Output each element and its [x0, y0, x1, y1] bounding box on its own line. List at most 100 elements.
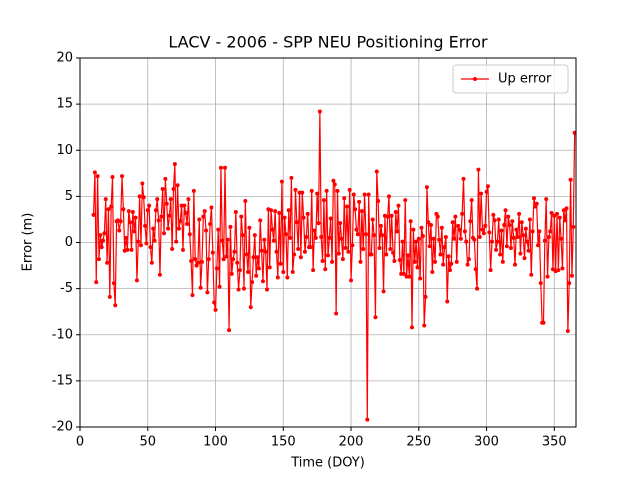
series-marker — [531, 196, 536, 201]
series-marker — [545, 274, 550, 279]
series-marker — [201, 214, 206, 219]
series-marker — [132, 229, 137, 234]
series-marker — [407, 274, 412, 279]
series-marker — [518, 251, 523, 256]
series-marker — [525, 239, 530, 244]
series-marker — [523, 226, 528, 231]
series-marker — [315, 191, 320, 196]
series-marker — [488, 268, 493, 273]
series-marker — [212, 300, 217, 305]
series-marker — [251, 255, 256, 260]
plot — [91, 109, 577, 422]
series-marker — [228, 224, 233, 229]
y-tick-label: -20 — [52, 420, 73, 435]
series-marker — [163, 176, 168, 181]
series-marker — [182, 203, 187, 208]
series-marker — [152, 238, 157, 243]
series-marker — [157, 272, 162, 277]
series-marker — [225, 237, 230, 242]
series-marker — [244, 252, 249, 257]
series-marker — [393, 210, 398, 215]
series-marker — [546, 234, 551, 239]
x-tick-label: 250 — [406, 435, 431, 450]
series-marker — [254, 273, 259, 278]
series-marker — [431, 236, 436, 241]
series-marker — [494, 247, 499, 252]
series-marker — [309, 188, 314, 193]
series-marker — [555, 211, 560, 216]
series-marker — [483, 223, 488, 228]
series-marker — [347, 187, 352, 192]
series-marker — [159, 214, 164, 219]
series-marker — [289, 175, 294, 180]
series-marker — [411, 227, 416, 232]
series-marker — [216, 227, 221, 232]
series-marker — [419, 225, 424, 230]
x-tick-label: 50 — [139, 435, 156, 450]
series-marker — [405, 253, 410, 258]
series-marker — [304, 234, 309, 239]
series-marker — [312, 228, 317, 233]
series-marker — [541, 320, 546, 325]
series-marker — [221, 257, 226, 262]
series-marker — [330, 259, 335, 264]
series-marker — [439, 225, 444, 230]
series-marker — [385, 214, 390, 219]
series-marker — [223, 165, 228, 170]
series-marker — [430, 270, 435, 275]
series-marker — [504, 244, 509, 249]
series-marker — [105, 260, 110, 265]
series-marker — [176, 226, 181, 231]
series-marker — [357, 199, 362, 204]
series-marker — [468, 219, 473, 224]
series-marker — [571, 224, 576, 229]
series-marker — [351, 192, 356, 197]
series-marker — [220, 238, 225, 243]
series-marker — [362, 192, 367, 197]
series-marker — [233, 210, 238, 215]
series-marker — [473, 267, 478, 272]
series-marker — [563, 218, 568, 223]
series-marker — [433, 259, 438, 264]
series-marker — [462, 229, 467, 234]
series-marker — [320, 258, 325, 263]
series-marker — [98, 233, 103, 238]
series-marker — [143, 223, 148, 228]
ticks: 0 50 100 150 200 250 300 350 -20 -15 -10 -5 0 5 10 15 20 — [52, 51, 567, 450]
series-marker — [328, 216, 333, 221]
series-marker — [109, 204, 114, 209]
series-marker — [91, 212, 96, 217]
series-marker — [355, 232, 360, 237]
series-marker — [396, 203, 401, 208]
series-marker — [151, 226, 156, 231]
series-marker — [526, 248, 531, 253]
series-marker — [227, 328, 232, 333]
series-marker — [442, 245, 447, 250]
series-marker — [236, 287, 241, 292]
series-marker — [229, 271, 234, 276]
series-marker — [564, 206, 569, 211]
series-marker — [353, 207, 358, 212]
series-marker — [376, 198, 381, 203]
series-marker — [255, 255, 260, 260]
series-marker — [191, 188, 196, 193]
series-marker — [453, 214, 458, 219]
series-marker — [443, 234, 448, 239]
x-tick-label: 350 — [542, 435, 567, 450]
series-marker — [317, 109, 322, 114]
series-marker — [487, 230, 492, 235]
series-marker — [346, 249, 351, 254]
series-marker — [334, 311, 339, 316]
series-marker — [270, 227, 275, 232]
x-tick-label: 100 — [203, 435, 228, 450]
series-marker — [324, 188, 329, 193]
series-marker — [400, 239, 405, 244]
series-marker — [472, 237, 477, 242]
series-marker — [515, 234, 520, 239]
series-marker — [288, 235, 293, 240]
series-marker — [342, 196, 347, 201]
series-marker — [190, 293, 195, 298]
series-marker — [428, 222, 433, 227]
series-marker — [380, 233, 385, 238]
